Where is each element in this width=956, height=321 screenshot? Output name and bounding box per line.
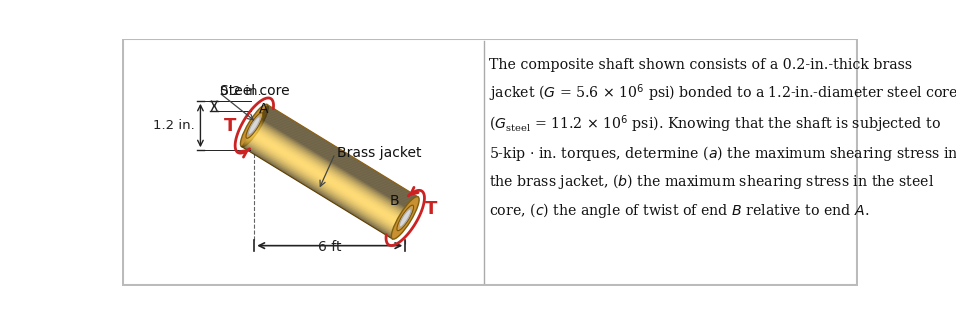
- Ellipse shape: [240, 104, 269, 147]
- Polygon shape: [254, 125, 406, 217]
- Polygon shape: [251, 130, 402, 223]
- Polygon shape: [246, 139, 397, 232]
- Text: 6 ft: 6 ft: [318, 240, 341, 254]
- Polygon shape: [254, 126, 405, 219]
- Polygon shape: [263, 111, 414, 204]
- Polygon shape: [261, 115, 412, 207]
- Polygon shape: [263, 111, 414, 204]
- Polygon shape: [249, 134, 400, 227]
- Polygon shape: [256, 121, 408, 214]
- Polygon shape: [258, 119, 409, 212]
- Polygon shape: [257, 121, 408, 214]
- Polygon shape: [250, 132, 402, 225]
- Text: T: T: [424, 200, 437, 218]
- Polygon shape: [245, 141, 396, 234]
- Polygon shape: [242, 145, 393, 239]
- Polygon shape: [264, 109, 415, 202]
- Text: 0.2 in.: 0.2 in.: [220, 85, 261, 98]
- Polygon shape: [242, 145, 393, 238]
- Polygon shape: [259, 117, 411, 210]
- Polygon shape: [258, 119, 409, 212]
- Polygon shape: [252, 128, 404, 221]
- Polygon shape: [262, 113, 413, 206]
- Polygon shape: [253, 126, 404, 220]
- Polygon shape: [243, 144, 394, 237]
- Text: A: A: [259, 101, 269, 116]
- Polygon shape: [266, 106, 417, 199]
- Polygon shape: [262, 112, 414, 205]
- Polygon shape: [252, 129, 403, 221]
- Polygon shape: [248, 136, 399, 229]
- Polygon shape: [267, 105, 418, 197]
- Polygon shape: [244, 143, 395, 236]
- Text: Brass jacket: Brass jacket: [337, 146, 422, 160]
- Polygon shape: [264, 109, 416, 202]
- Polygon shape: [259, 117, 410, 210]
- Polygon shape: [250, 134, 401, 226]
- Polygon shape: [244, 142, 395, 235]
- Text: The composite shaft shown consists of a 0.2-in.-thick brass
jacket ($G$ = 5.6 $\: The composite shaft shown consists of a …: [489, 58, 956, 220]
- Polygon shape: [250, 132, 402, 225]
- Polygon shape: [250, 133, 401, 226]
- Polygon shape: [247, 138, 398, 230]
- Polygon shape: [248, 135, 400, 229]
- Polygon shape: [264, 110, 415, 203]
- Polygon shape: [255, 123, 407, 216]
- Polygon shape: [260, 115, 412, 208]
- Polygon shape: [243, 143, 394, 236]
- Polygon shape: [260, 116, 411, 208]
- Polygon shape: [256, 122, 407, 215]
- Polygon shape: [249, 134, 401, 227]
- Polygon shape: [252, 128, 403, 221]
- Polygon shape: [257, 120, 408, 213]
- FancyBboxPatch shape: [122, 39, 858, 285]
- Polygon shape: [255, 124, 406, 216]
- Ellipse shape: [246, 113, 263, 138]
- Polygon shape: [248, 136, 399, 230]
- Polygon shape: [255, 124, 406, 217]
- Polygon shape: [258, 118, 410, 211]
- Polygon shape: [244, 142, 395, 235]
- Polygon shape: [250, 131, 402, 224]
- Polygon shape: [253, 127, 404, 220]
- Polygon shape: [251, 129, 403, 222]
- Polygon shape: [266, 107, 417, 200]
- Polygon shape: [253, 126, 405, 219]
- Polygon shape: [265, 108, 416, 201]
- Polygon shape: [261, 113, 413, 206]
- Polygon shape: [259, 118, 410, 211]
- Polygon shape: [263, 110, 415, 203]
- Polygon shape: [246, 139, 397, 231]
- Polygon shape: [251, 130, 402, 223]
- Polygon shape: [247, 137, 398, 230]
- Polygon shape: [245, 140, 396, 233]
- Text: Steel core: Steel core: [221, 84, 290, 98]
- Polygon shape: [245, 141, 396, 234]
- Polygon shape: [266, 106, 418, 198]
- Text: B: B: [390, 194, 400, 208]
- Polygon shape: [249, 135, 400, 228]
- Text: 1.2 in.: 1.2 in.: [153, 119, 195, 132]
- Polygon shape: [267, 105, 418, 198]
- Polygon shape: [265, 108, 416, 201]
- Ellipse shape: [249, 117, 260, 134]
- Polygon shape: [250, 131, 402, 224]
- Polygon shape: [256, 122, 407, 215]
- Polygon shape: [243, 144, 394, 237]
- Polygon shape: [265, 107, 417, 200]
- Polygon shape: [261, 114, 412, 207]
- Polygon shape: [257, 120, 409, 213]
- Text: T: T: [225, 117, 237, 134]
- Ellipse shape: [391, 197, 419, 239]
- Polygon shape: [254, 125, 405, 218]
- Polygon shape: [242, 146, 393, 239]
- Polygon shape: [246, 140, 397, 233]
- Ellipse shape: [397, 205, 414, 231]
- Polygon shape: [262, 112, 413, 205]
- Ellipse shape: [400, 209, 411, 227]
- Polygon shape: [260, 116, 411, 209]
- Polygon shape: [247, 138, 398, 231]
